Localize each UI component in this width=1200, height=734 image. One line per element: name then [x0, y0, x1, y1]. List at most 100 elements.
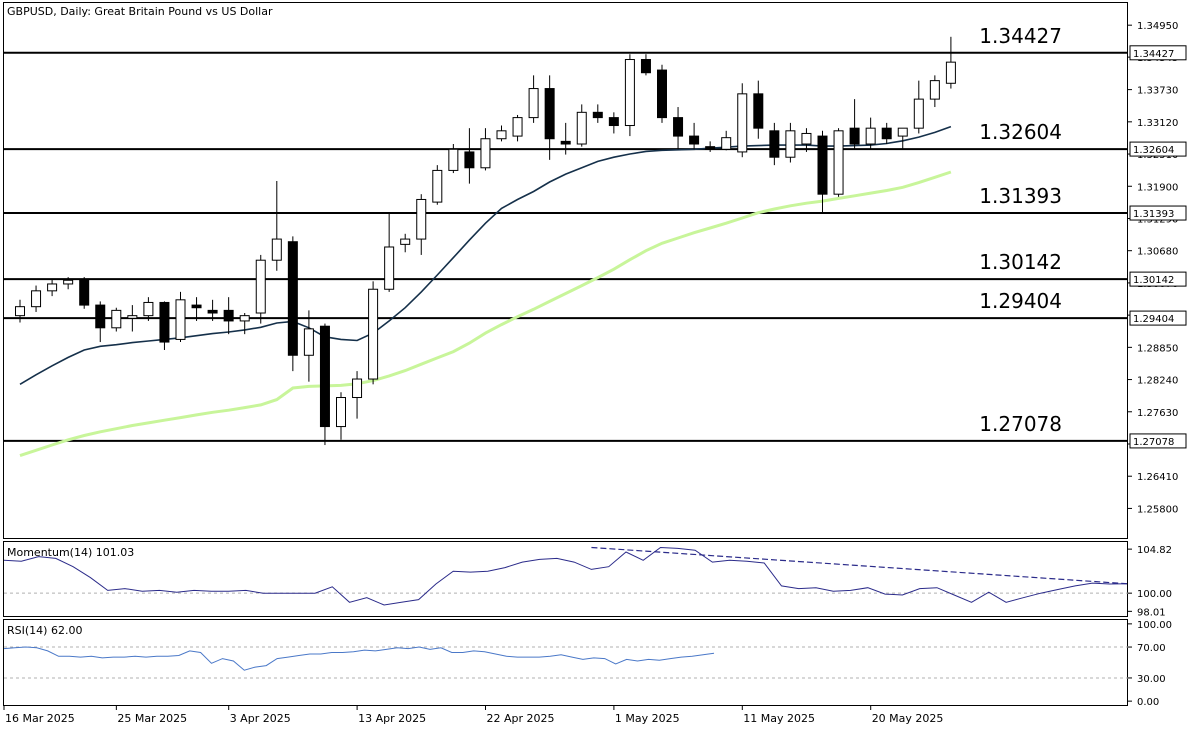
bearish-candle-body [608, 117, 619, 127]
bullish-candle-body [336, 397, 346, 428]
bullish-candle-body [785, 130, 796, 158]
momentum-tick-label: 104.82 [1137, 545, 1172, 556]
bearish-candle-body [817, 135, 828, 195]
time-tick-label: 13 Apr 2025 [358, 712, 426, 725]
candle [897, 127, 908, 150]
level-tag-label: 1.34427 [1133, 49, 1174, 60]
bullish-candle-body [865, 127, 876, 145]
bullish-candle-body [624, 59, 635, 127]
level-label: 1.30142 [979, 250, 1062, 274]
price-tick-label: 1.30680 [1137, 247, 1178, 258]
candle [464, 128, 475, 184]
candle [544, 75, 555, 160]
bullish-candle-body [512, 117, 523, 137]
time-tick-label: 16 Mar 2025 [5, 712, 75, 725]
candle [528, 75, 539, 123]
bullish-candle-body [721, 137, 732, 150]
bullish-candle-body [31, 290, 42, 308]
bullish-candle-body [368, 288, 379, 380]
level-tag [1129, 205, 1187, 221]
price-tick-label: 1.28240 [1137, 376, 1178, 387]
rsi-tick-label: 0.00 [1137, 697, 1159, 708]
bearish-candle-body [79, 279, 90, 306]
momentum-line [3, 546, 1128, 606]
rsi-line [3, 646, 715, 671]
bullish-candle-body [448, 148, 459, 171]
candle [15, 299, 25, 323]
chart-title: GBPUSD, Daily: Great Britain Pound vs US… [7, 5, 273, 18]
level-tag-label: 1.32604 [1133, 145, 1174, 156]
price-tick-label: 1.25800 [1137, 504, 1178, 515]
bullish-candle-body [271, 238, 282, 261]
time-tick-label: 11 May 2025 [743, 712, 815, 725]
candle [624, 54, 635, 137]
candle [223, 297, 234, 335]
bullish-candle-body [384, 246, 395, 290]
bullish-candle-body [833, 130, 844, 195]
price-tick-label: 1.27630 [1137, 408, 1178, 419]
candle [175, 291, 186, 343]
price-axis: 1.349501.343451.337301.331201.325101.319… [1128, 21, 1187, 515]
level-tag-label: 1.29404 [1133, 314, 1174, 325]
level-tag [1129, 310, 1187, 326]
candle [705, 141, 716, 152]
bearish-candle-body [592, 111, 603, 119]
momentum-plot: 104.82 100.00 98.01 [3, 545, 1172, 618]
fast-moving-average-line [19, 125, 952, 385]
candle [881, 122, 892, 145]
bullish-candle-body [496, 130, 507, 140]
candle [480, 128, 491, 171]
candle [640, 54, 651, 76]
level-label: 1.27078 [979, 412, 1062, 436]
candle [271, 180, 282, 271]
price-tick-label: 1.33730 [1137, 86, 1178, 97]
bullish-candle-body [239, 315, 250, 322]
candle [945, 36, 956, 89]
momentum-label: Momentum(14) 101.03 [7, 546, 134, 559]
bullish-candle-body [143, 301, 154, 317]
level-label: 1.29404 [979, 289, 1062, 313]
candle [576, 104, 587, 147]
bearish-candle-body [640, 59, 651, 74]
candle [721, 130, 732, 151]
bullish-candle-body [801, 132, 812, 145]
bearish-candle-body [673, 117, 684, 137]
bullish-candle-body [432, 169, 443, 203]
candle [929, 75, 940, 108]
candle [303, 310, 314, 382]
momentum-tick-label: 98.01 [1137, 607, 1166, 618]
candle [143, 297, 154, 321]
bearish-candle-body [191, 304, 202, 309]
time-tick-label: 25 Mar 2025 [117, 712, 187, 725]
candle [432, 165, 443, 205]
bullish-candle-body [111, 309, 122, 329]
bullish-candle-body [175, 299, 186, 340]
rsi-plot: 100.00 70.00 30.00 0.00 [3, 620, 1172, 708]
price-tick-label: 1.31900 [1137, 182, 1178, 193]
candle [336, 392, 346, 440]
level-tag [1129, 45, 1187, 61]
level-tag-label: 1.31393 [1133, 209, 1174, 220]
momentum-panel-frame [3, 541, 1128, 617]
candle [95, 301, 106, 343]
bullish-candle-body [576, 111, 587, 145]
momentum-tick-label: 100.00 [1137, 589, 1172, 600]
candle [737, 83, 748, 158]
candle [769, 122, 780, 166]
candle [207, 299, 218, 321]
time-tick-label: 1 May 2025 [615, 712, 680, 725]
candle [63, 277, 74, 290]
time-tick-label: 22 Apr 2025 [487, 712, 555, 725]
bearish-candle-body [689, 135, 700, 145]
rsi-tick-label: 70.00 [1137, 643, 1166, 654]
level-tag-label: 1.27078 [1133, 437, 1174, 448]
candle [127, 305, 138, 332]
time-axis: 16 Mar 2025 25 Mar 2025 3 Apr 2025 13 Apr 2… [3, 706, 944, 725]
bullish-candle-body [480, 138, 491, 169]
slow-moving-average-line [19, 170, 952, 458]
time-tick-label: 20 May 2025 [872, 712, 944, 725]
bearish-candle-body [95, 304, 106, 329]
bullish-candle-body [897, 127, 908, 137]
